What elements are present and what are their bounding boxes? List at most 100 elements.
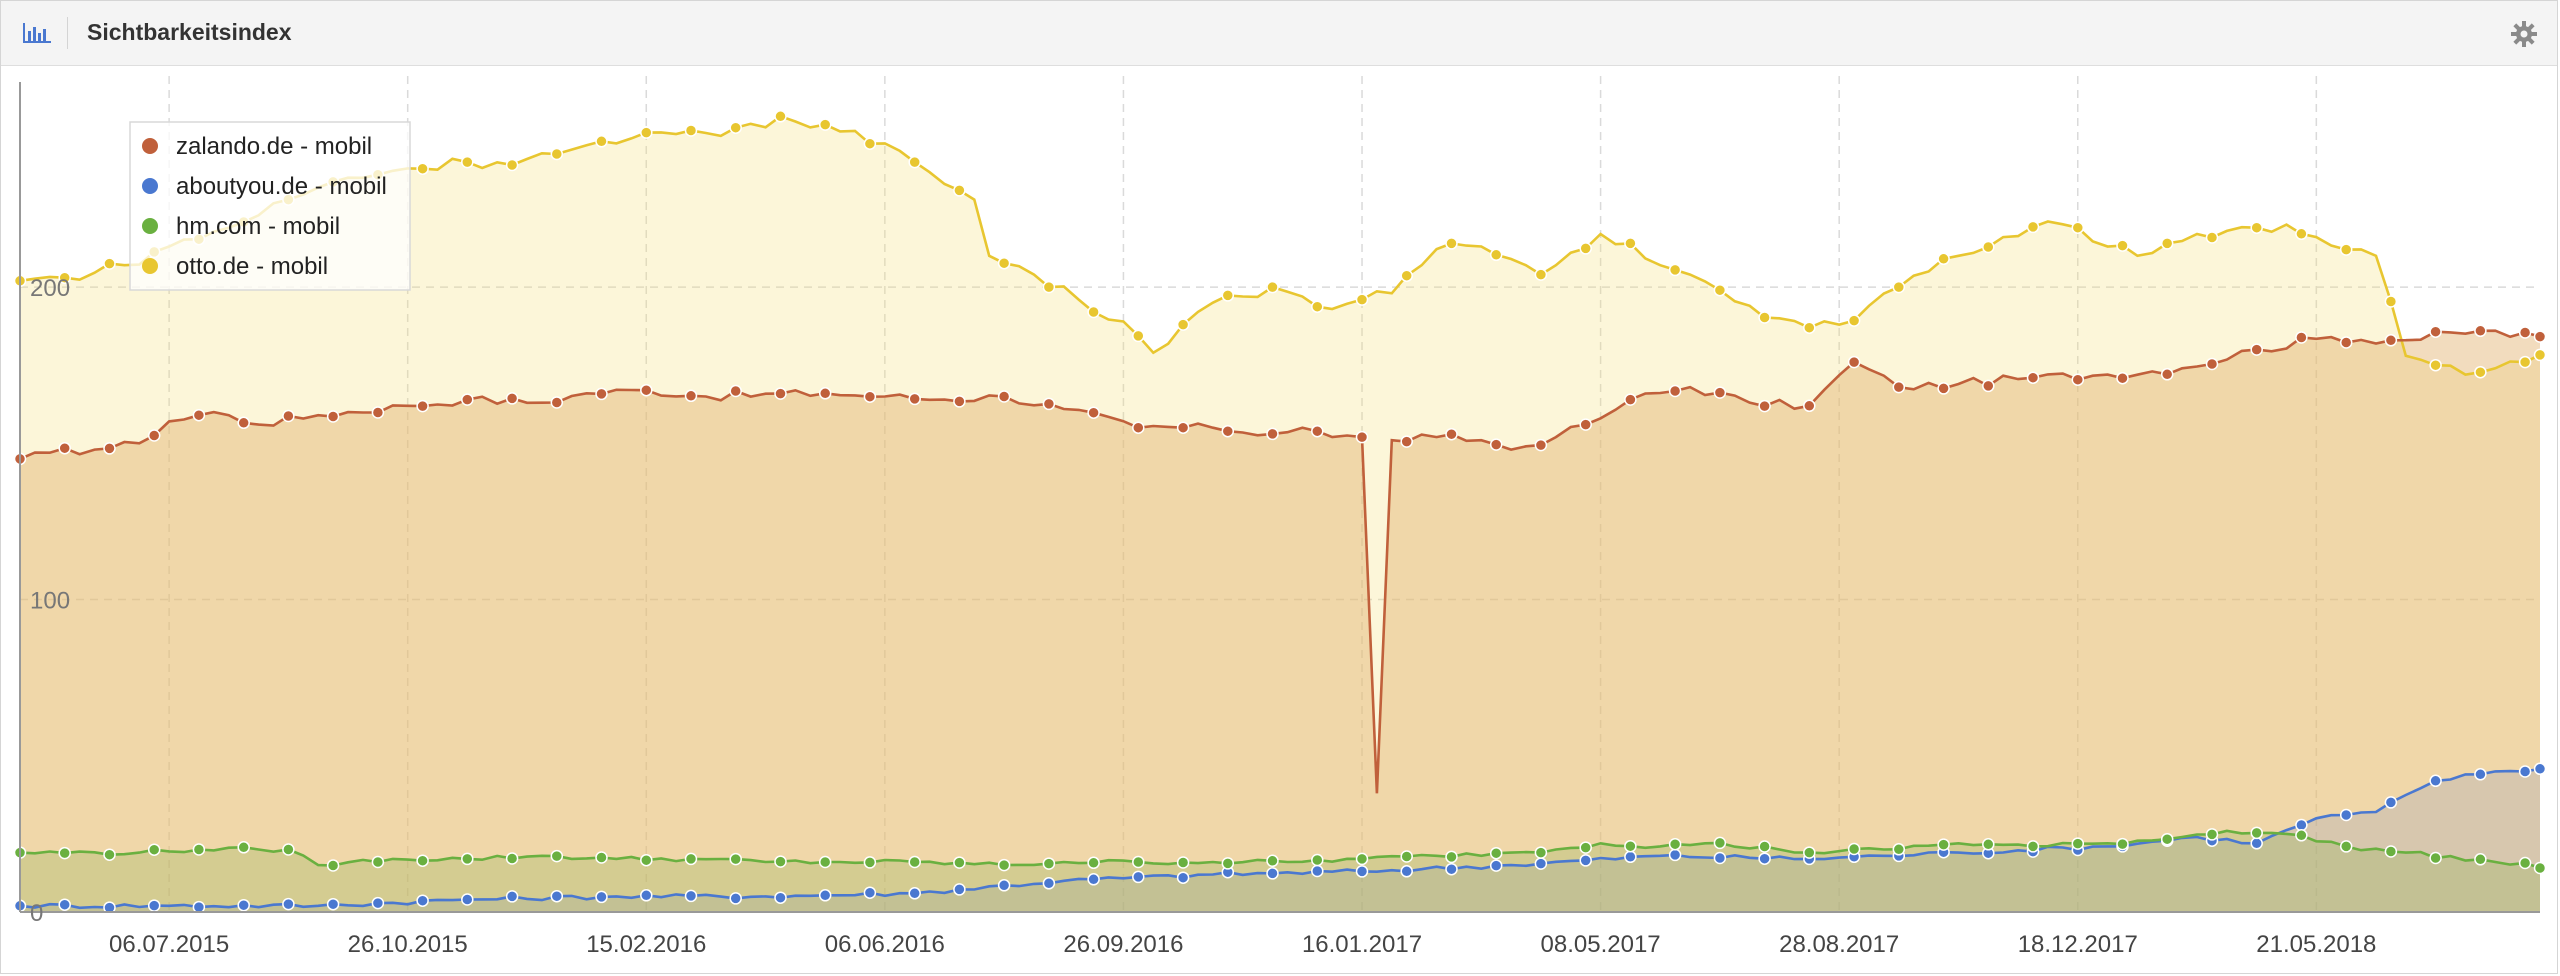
chart-grid — [20, 76, 2540, 912]
data-point — [2116, 837, 2129, 851]
data-point — [2518, 856, 2532, 870]
data-point — [640, 889, 653, 902]
data-point — [729, 852, 742, 866]
data-point — [550, 147, 564, 161]
data-point — [58, 441, 71, 455]
data-point — [1132, 870, 1145, 884]
data-point — [2429, 325, 2442, 338]
data-point — [2160, 368, 2174, 381]
data-point — [416, 854, 429, 867]
y-tick-label: 200 — [30, 275, 70, 302]
data-point — [1489, 248, 1503, 262]
data-point — [1758, 852, 1771, 865]
data-point — [595, 890, 608, 904]
data-point — [2429, 358, 2442, 372]
data-point — [684, 889, 698, 903]
data-point — [818, 118, 832, 131]
data-point — [2339, 840, 2353, 853]
data-point — [2205, 357, 2219, 371]
data-point — [1668, 848, 1682, 862]
data-point — [237, 416, 250, 430]
data-point — [505, 158, 519, 172]
bar-chart-icon[interactable] — [23, 23, 51, 43]
data-point — [371, 406, 385, 419]
data-point — [2384, 796, 2398, 809]
data-point — [1847, 842, 1861, 856]
legend-item-aboutyou[interactable]: aboutyou.de - mobil — [142, 173, 387, 200]
data-point — [103, 901, 116, 914]
legend-item-zalando[interactable]: zalando.de - mobil — [142, 133, 372, 160]
data-point — [595, 387, 608, 401]
data-point — [1311, 300, 1324, 313]
data-point — [1176, 318, 1190, 331]
data-point — [416, 399, 429, 413]
data-point — [1847, 314, 1861, 327]
y-tick-label: 0 — [30, 900, 43, 927]
legend-item-hm[interactable]: hm.com - mobil — [142, 213, 340, 240]
data-point — [1579, 854, 1592, 867]
data-point — [953, 395, 966, 408]
gear-icon[interactable] — [2511, 21, 2537, 47]
data-point — [1445, 237, 1458, 250]
data-point — [997, 858, 1011, 872]
data-point — [595, 135, 608, 148]
data-point — [237, 898, 250, 912]
data-point — [1892, 843, 1906, 856]
data-point — [1087, 873, 1100, 886]
data-point — [953, 883, 966, 896]
data-point — [2518, 765, 2532, 778]
legend-marker — [142, 218, 158, 234]
data-point — [640, 383, 653, 397]
data-point — [1982, 838, 1995, 851]
data-point — [1489, 846, 1503, 860]
data-point — [2295, 331, 2308, 344]
data-point — [1132, 855, 1145, 869]
data-point — [1042, 877, 1056, 890]
data-point — [1489, 438, 1503, 451]
y-tick-label: 100 — [30, 588, 70, 615]
data-point — [461, 393, 474, 406]
data-point — [1355, 865, 1369, 878]
data-point — [1355, 293, 1369, 306]
data-point — [1937, 838, 1950, 851]
data-point — [2474, 324, 2487, 338]
data-point — [505, 852, 519, 865]
data-point — [863, 886, 877, 899]
data-point — [2295, 227, 2308, 241]
data-point — [1400, 269, 1413, 282]
data-point — [1534, 438, 1548, 452]
x-tick-label: 08.05.2017 — [1541, 931, 1661, 958]
data-point — [103, 442, 116, 455]
data-point — [1221, 857, 1235, 870]
data-point — [1892, 380, 1906, 394]
data-point — [1311, 853, 1324, 867]
data-point — [282, 409, 295, 423]
data-point — [2116, 371, 2129, 385]
data-point — [2474, 853, 2487, 866]
data-point — [684, 124, 698, 137]
x-tick-label: 06.07.2015 — [109, 931, 229, 958]
data-point — [58, 271, 71, 284]
data-point — [863, 856, 877, 869]
data-point — [1266, 427, 1279, 441]
data-point — [1266, 280, 1279, 294]
data-point — [103, 257, 116, 270]
data-point — [1982, 379, 1995, 393]
data-point — [237, 841, 250, 854]
data-point — [326, 859, 340, 872]
data-point — [863, 390, 877, 403]
legend-box — [129, 121, 411, 291]
legend-item-otto[interactable]: otto.de - mobil — [142, 253, 328, 280]
data-point — [2474, 768, 2487, 781]
area-zalando — [20, 330, 2540, 912]
data-point — [103, 848, 116, 861]
data-point — [1624, 850, 1637, 864]
data-point — [1355, 430, 1369, 444]
area-otto — [20, 116, 2540, 913]
data-point — [1132, 329, 1145, 343]
series-points-hm — [13, 826, 2547, 875]
panel-header: Sichtbarkeitsindex — [1, 1, 2557, 66]
data-point — [684, 389, 698, 403]
data-point — [1534, 268, 1548, 281]
